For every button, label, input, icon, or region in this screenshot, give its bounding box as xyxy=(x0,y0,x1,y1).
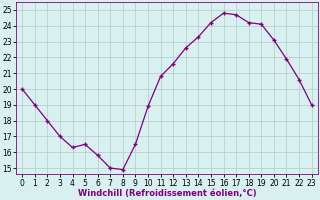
X-axis label: Windchill (Refroidissement éolien,°C): Windchill (Refroidissement éolien,°C) xyxy=(77,189,256,198)
